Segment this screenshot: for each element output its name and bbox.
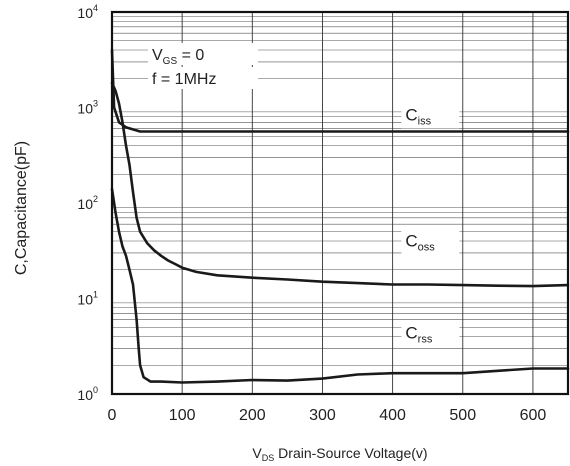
x-tick-label: 400 bbox=[379, 407, 406, 424]
labels: 0 100 200 300 400 500 600 100 101 102 103 104 VGS = … bbox=[77, 3, 546, 424]
y-tick-label: 101 bbox=[77, 290, 98, 308]
grid bbox=[112, 12, 568, 394]
series-label-coss: Coss bbox=[405, 232, 435, 254]
series-label-bg bbox=[401, 102, 460, 129]
y-tick-label: 102 bbox=[77, 194, 98, 212]
x-tick-label: 300 bbox=[309, 407, 336, 424]
series-label-crss: Crss bbox=[405, 324, 432, 346]
series-label-bg bbox=[401, 228, 460, 255]
x-tick-label: 200 bbox=[239, 407, 266, 424]
series-line-crss bbox=[110, 187, 570, 384]
x-tick-label: 0 bbox=[108, 407, 117, 424]
condition-text: f = 1MHz bbox=[152, 71, 216, 88]
series-label-ciss: Ciss bbox=[405, 106, 431, 128]
condition-bg bbox=[148, 67, 258, 89]
x-tick-label: 500 bbox=[449, 407, 476, 424]
y-tick-label: 104 bbox=[77, 3, 98, 21]
series-line-ciss bbox=[110, 48, 570, 133]
y-axis-label: C,Capacitance(pF) bbox=[13, 141, 30, 275]
x-axis-label: VDS Drain-Source Voltage(v) bbox=[252, 445, 427, 463]
plot-frame bbox=[110, 10, 570, 396]
curves bbox=[110, 48, 570, 384]
condition-text: VGS = 0 bbox=[152, 47, 204, 67]
y-tick-label: 100 bbox=[77, 385, 98, 403]
series-label-bg bbox=[401, 320, 460, 347]
x-tick-label: 100 bbox=[169, 407, 196, 424]
series-line-coss bbox=[110, 81, 570, 288]
condition-bg bbox=[148, 43, 258, 65]
x-tick-label: 600 bbox=[520, 407, 547, 424]
y-tick-label: 103 bbox=[77, 99, 98, 117]
